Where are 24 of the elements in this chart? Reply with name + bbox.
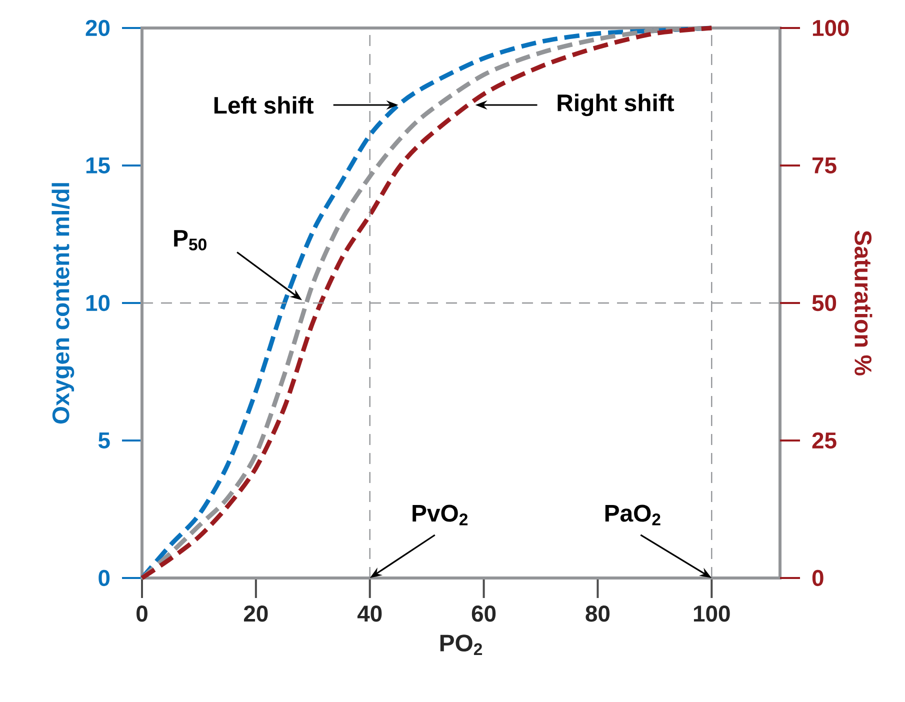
x-tick-label: 100 [694,606,730,622]
y2-tick-label: 50 [812,294,836,312]
y2-tick-label: 25 [812,432,836,449]
annotation: Right shift [558,94,674,116]
annotation: PvO$_{2}$ [412,504,468,526]
y2-tick-label: 75 [812,158,836,174]
y2-tick-label: 0 [812,570,824,586]
y-tick-label: 0 [98,570,110,586]
x-tick-label: 40 [357,606,382,622]
x-tick-label: 60 [472,606,496,622]
x-tick-label: 20 [244,606,268,622]
y2-tick-label: 100 [812,20,849,36]
y-tick-label: 20 [86,20,110,36]
y-tick-label: 15 [86,158,110,174]
x-axis-title: PO$_{2}$ [440,634,482,655]
annotation: Left shift [214,96,314,114]
y2-axis-title: Saturation % [854,230,872,376]
annotation: P$_{50}$ [174,230,206,250]
x-tick-label: 0 [136,606,148,622]
annotation: PaO$_{2}$ [605,504,660,526]
y-axis-title: Oxygen content ml/dl [52,183,74,424]
y-tick-label: 5 [98,432,110,448]
y-tick-label: 10 [86,294,110,312]
x-tick-label: 80 [586,606,610,622]
